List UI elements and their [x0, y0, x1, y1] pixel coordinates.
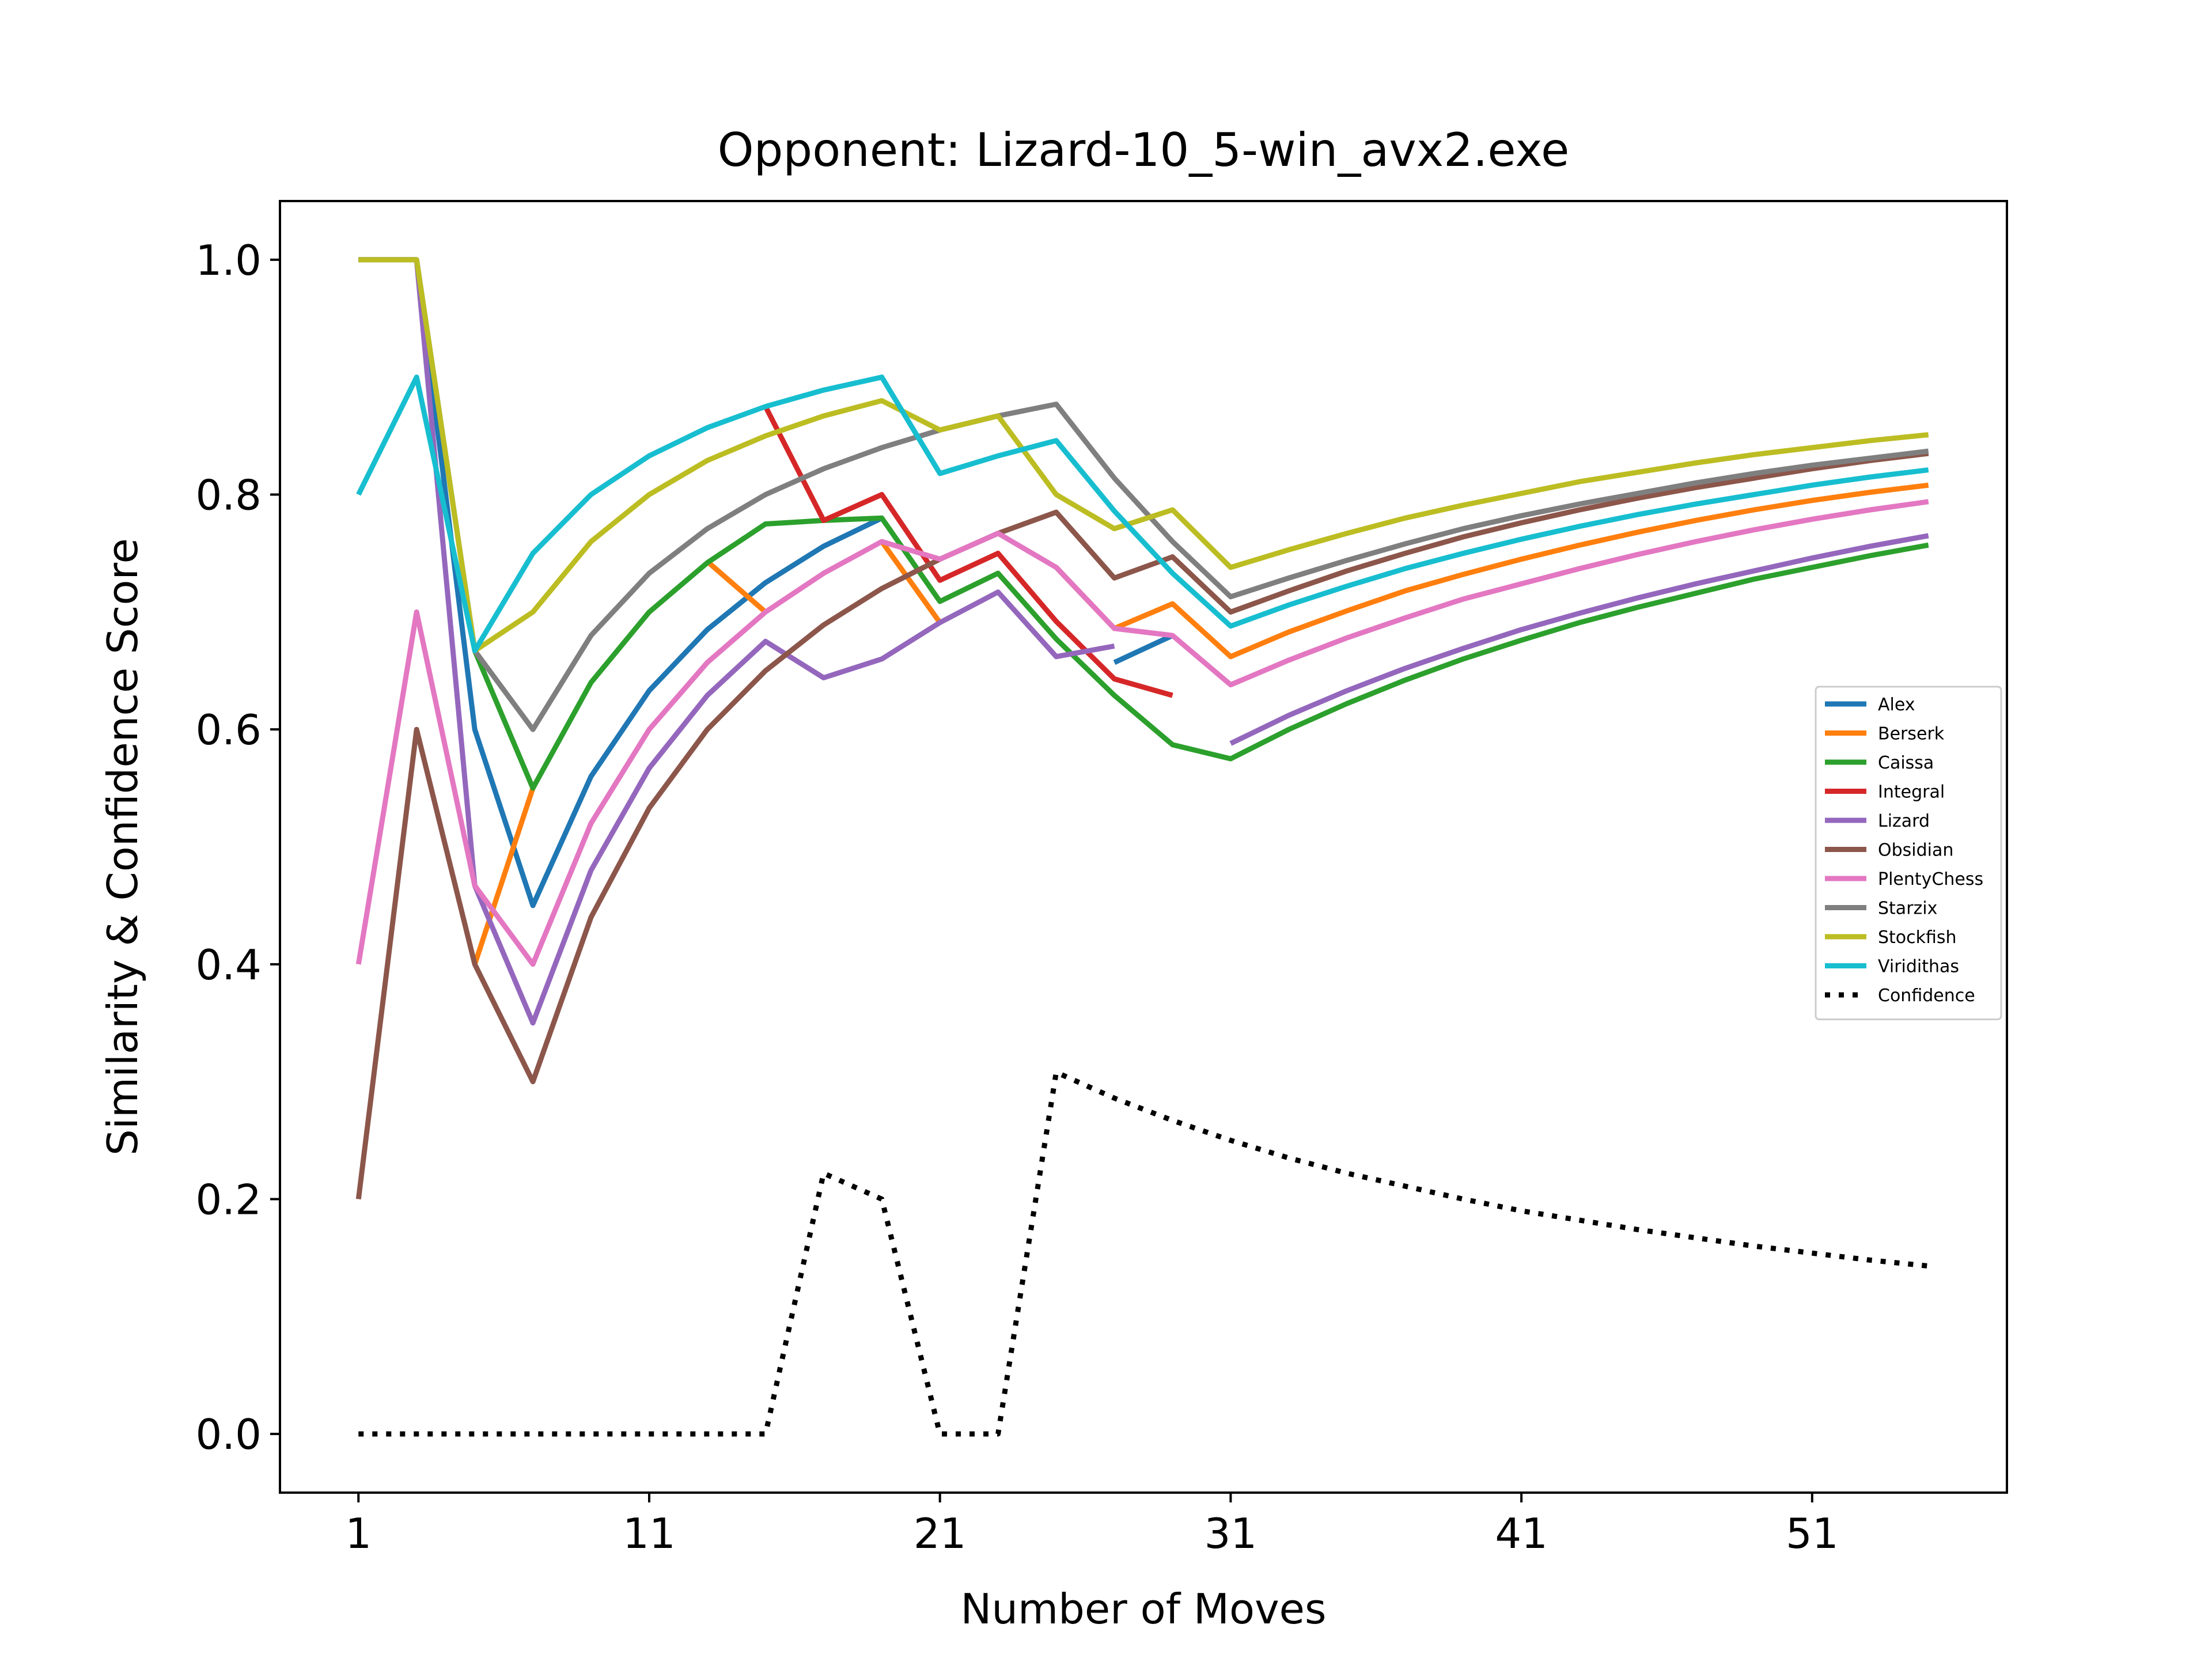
x-tick-label: 21 [914, 1509, 967, 1558]
series-starzix [358, 257, 1929, 732]
legend-item-starzix: Starzix [1825, 899, 1937, 919]
series-line-lizard [1229, 533, 1929, 746]
series-line-starzix [358, 257, 1929, 732]
series-viridithas [356, 374, 1929, 654]
legend-item-berserk: Berserk [1825, 724, 1945, 744]
x-tick-label: 51 [1786, 1509, 1839, 1558]
series-integral [763, 405, 1173, 698]
series-caissa [358, 257, 1929, 791]
legend-label: Starzix [1878, 899, 1937, 919]
legend-label: PlentyChess [1878, 869, 1983, 889]
series-line-obsidian [355, 450, 1929, 1200]
plot-frame [279, 200, 2008, 1494]
legend-item-confidence: Confidence [1825, 986, 1975, 1006]
y-tick-label: 0.2 [195, 1175, 262, 1224]
legend-item-alex: Alex [1825, 695, 1915, 715]
series-line-berserk [705, 559, 767, 614]
y-tick-label: 0.8 [195, 471, 262, 520]
series-line-alex [1113, 633, 1174, 665]
legend-item-viridithas: Viridithas [1825, 957, 1959, 977]
legend-item-integral: Integral [1825, 782, 1945, 802]
series-lizard [358, 257, 1929, 1026]
y-tick-label: 0.4 [195, 941, 262, 989]
series-line-stockfish [358, 257, 1929, 654]
legend-item-stockfish: Stockfish [1825, 927, 1957, 948]
legend-item-plentychess: PlentyChess [1825, 869, 1983, 889]
series-obsidian [355, 450, 1929, 1200]
series-line-caissa [358, 257, 1929, 791]
series-berserk [472, 482, 1929, 966]
series-line-berserk [1054, 482, 1929, 660]
y-axis: 0.0 0.2 0.4 0.6 0.8 1.0 [195, 236, 280, 1459]
series-plentychess [355, 499, 1929, 967]
legend-label: Lizard [1878, 811, 1930, 831]
legend-label: Berserk [1878, 724, 1945, 744]
legend-label: Integral [1878, 782, 1945, 802]
series-line-lizard [358, 257, 1115, 1026]
series-line-berserk [880, 540, 942, 624]
series-alex [358, 257, 1174, 908]
series-line-plentychess [355, 499, 1929, 967]
y-axis-label: Similarity & Confidence Score [99, 538, 147, 1156]
legend-label: Stockfish [1878, 927, 1957, 948]
series-line-berserk [472, 787, 536, 966]
x-axis: 1 11 21 31 41 51 [345, 1493, 1839, 1558]
y-tick-label: 1.0 [195, 236, 262, 285]
y-tick-label: 0.6 [195, 706, 262, 754]
x-tick-label: 1 [345, 1509, 372, 1558]
legend-label: Confidence [1878, 986, 1975, 1006]
legend: Alex Berserk Caissa Integral Lizard Obsidian P… [1815, 686, 2002, 1020]
x-axis-label: Number of Moves [961, 1585, 1327, 1633]
legend-item-obsidian: Obsidian [1825, 841, 1953, 861]
x-tick-label: 31 [1205, 1509, 1257, 1558]
plot-area [355, 257, 1929, 1437]
chart-title: Opponent: Lizard-10_5-win_avx2.exe [718, 123, 1570, 177]
legend-label: Viridithas [1878, 957, 1959, 977]
series-stockfish [358, 257, 1929, 654]
x-tick-label: 11 [623, 1509, 676, 1558]
legend-label: Alex [1878, 695, 1915, 715]
y-tick-label: 0.0 [195, 1410, 262, 1459]
legend-item-caissa: Caissa [1825, 753, 1934, 773]
legend-label: Caissa [1878, 753, 1934, 773]
series-line-viridithas [356, 374, 1929, 654]
series-line-integral [763, 405, 1173, 698]
x-tick-label: 41 [1495, 1509, 1548, 1558]
legend-label: Obsidian [1878, 841, 1953, 861]
legend-item-lizard: Lizard [1825, 811, 1930, 831]
series-line-alex [358, 257, 883, 908]
